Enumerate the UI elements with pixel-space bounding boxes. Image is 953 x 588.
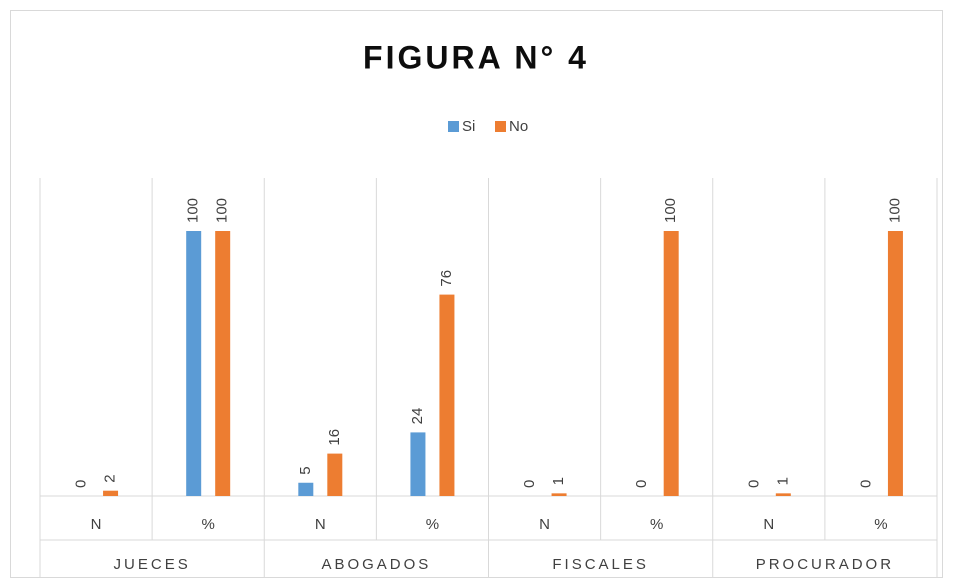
chart-border	[10, 10, 943, 578]
data-label: 0	[857, 480, 874, 488]
bar	[663, 231, 679, 496]
bar	[887, 231, 903, 496]
x-tick-label: %	[202, 516, 215, 533]
data-label: 1	[550, 477, 567, 485]
bar	[298, 482, 314, 496]
legend-swatch	[495, 121, 506, 132]
x-tick-label: N	[763, 516, 774, 533]
chart-title: FIGURA N° 4	[363, 39, 589, 75]
data-label: 0	[633, 480, 650, 488]
data-label: 100	[662, 198, 679, 223]
bar	[215, 231, 231, 496]
data-label: 2	[102, 474, 119, 482]
data-label: 76	[438, 270, 455, 287]
data-label: 0	[73, 480, 90, 488]
bar	[103, 490, 119, 496]
data-label: 5	[297, 466, 314, 474]
group-label: JUECES	[114, 556, 191, 573]
data-label: 100	[886, 198, 903, 223]
data-label: 0	[521, 480, 538, 488]
bar	[410, 432, 426, 496]
legend-label: Si	[462, 118, 475, 135]
data-label: 24	[409, 408, 426, 425]
bar	[327, 453, 343, 496]
data-label: 100	[185, 198, 202, 223]
group-label: PROCURADOR	[756, 556, 894, 573]
x-tick-label: N	[539, 516, 550, 533]
bar	[186, 231, 202, 496]
x-tick-label: N	[315, 516, 326, 533]
x-tick-label: %	[650, 516, 663, 533]
bar	[551, 493, 567, 496]
x-tick-label: %	[426, 516, 439, 533]
group-label: ABOGADOS	[321, 556, 431, 573]
data-label: 100	[214, 198, 231, 223]
bar	[775, 493, 791, 496]
data-label: 1	[774, 477, 791, 485]
data-label: 16	[326, 429, 343, 446]
x-tick-label: N	[91, 516, 102, 533]
group-label: FISCALES	[552, 556, 649, 573]
legend-swatch	[448, 121, 459, 132]
data-label: 0	[745, 480, 762, 488]
legend-label: No	[509, 118, 528, 135]
x-tick-label: %	[874, 516, 887, 533]
bar	[439, 294, 455, 496]
